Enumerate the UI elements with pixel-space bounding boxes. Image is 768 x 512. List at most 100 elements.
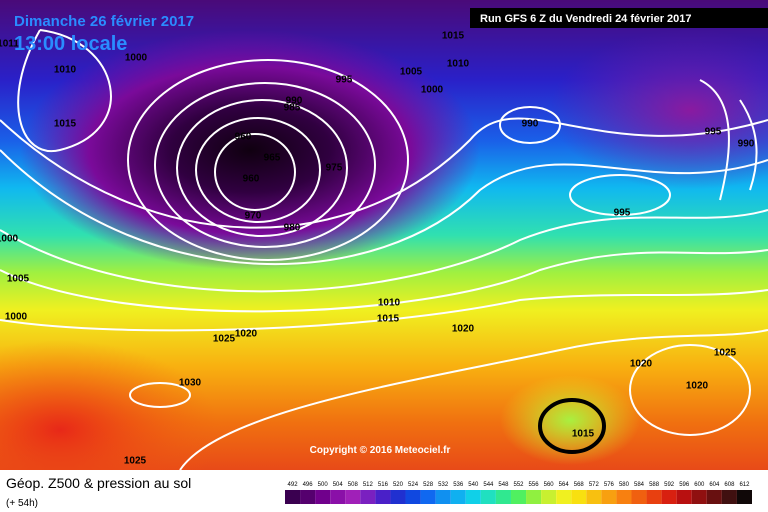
scale-tick-label: 552 bbox=[513, 482, 524, 488]
isobar-label: 1015 bbox=[54, 119, 77, 130]
isobar-label: 1000 bbox=[5, 312, 28, 323]
isobar-label: 1020 bbox=[686, 381, 709, 392]
scale-tick-label: 608 bbox=[724, 482, 735, 488]
isobar-label: 960 bbox=[235, 132, 252, 143]
scale-swatch bbox=[616, 490, 632, 504]
map-title: Dimanche 26 février 2017 bbox=[14, 13, 194, 30]
isobar-label: 970 bbox=[245, 211, 262, 222]
scale-tick-label: 576 bbox=[604, 482, 615, 488]
scale-tick-label: 504 bbox=[333, 482, 344, 488]
scale-swatch bbox=[721, 490, 737, 504]
scale-swatch bbox=[360, 490, 376, 504]
scale-tick-label: 564 bbox=[559, 482, 570, 488]
scale-swatch bbox=[450, 490, 466, 504]
scale-swatch bbox=[315, 490, 331, 504]
scale-tick-label: 556 bbox=[529, 482, 540, 488]
isobar-label: 980 bbox=[284, 223, 301, 234]
scale-swatch bbox=[405, 490, 421, 504]
legend-lead: (+ 54h) bbox=[6, 498, 38, 509]
isobar-label: 1000 bbox=[0, 234, 19, 245]
isobar-label: 975 bbox=[326, 163, 343, 174]
isobar-label: 990 bbox=[738, 139, 755, 150]
isobar-label: 995 bbox=[705, 127, 722, 138]
copyright: Copyright © 2016 Meteociel.fr bbox=[310, 445, 451, 456]
isobar-label: 1015 bbox=[572, 429, 595, 440]
scale-swatch bbox=[646, 490, 662, 504]
scale-swatch bbox=[661, 490, 677, 504]
scale-swatch bbox=[345, 490, 361, 504]
isobar-label: 995 bbox=[336, 75, 353, 86]
scale-swatch bbox=[541, 490, 557, 504]
scale-swatch bbox=[556, 490, 572, 504]
isobar-label: 965 bbox=[264, 153, 281, 164]
isobar-label: 990 bbox=[286, 96, 303, 107]
run-info: Run GFS 6 Z du Vendredi 24 février 2017 bbox=[480, 13, 692, 25]
isobar-label: 985 bbox=[284, 103, 301, 114]
scale-tick-label: 492 bbox=[288, 482, 299, 488]
scale-tick-label: 588 bbox=[649, 482, 660, 488]
scale-swatch bbox=[706, 490, 722, 504]
scale-swatch bbox=[676, 490, 692, 504]
isobar-label: 1020 bbox=[235, 329, 258, 340]
isobar-label: 1005 bbox=[400, 67, 423, 78]
scale-tick-label: 508 bbox=[348, 482, 359, 488]
scale-tick-label: 560 bbox=[544, 482, 555, 488]
scale-tick-label: 568 bbox=[574, 482, 585, 488]
scale-swatch bbox=[571, 490, 587, 504]
isobar-labels: 1015101010051000995990985960965960975970… bbox=[0, 31, 755, 467]
isobar-label: 1015 bbox=[442, 31, 465, 42]
isobar-label: 1025 bbox=[124, 456, 147, 467]
scale-tick-label: 596 bbox=[679, 482, 690, 488]
scale-tick-label: 592 bbox=[664, 482, 675, 488]
isobar-label: 1011 bbox=[0, 39, 19, 50]
isobar-label: 1025 bbox=[714, 348, 737, 359]
scale-swatch bbox=[435, 490, 451, 504]
scale-swatch bbox=[480, 490, 496, 504]
scale-swatch bbox=[465, 490, 481, 504]
scale-tick-label: 572 bbox=[589, 482, 600, 488]
isobar-label: 1010 bbox=[378, 298, 401, 309]
run-box bbox=[470, 8, 768, 28]
isobar-label: 1010 bbox=[54, 65, 77, 76]
isobar-label: 960 bbox=[243, 174, 260, 185]
scale-swatch bbox=[631, 490, 647, 504]
scale-tick-label: 604 bbox=[709, 482, 720, 488]
isobar-label: 1005 bbox=[7, 274, 30, 285]
isobar-label: 1025 bbox=[213, 334, 236, 345]
scale-swatch bbox=[285, 490, 301, 504]
scale-swatch bbox=[736, 490, 752, 504]
scale-swatch bbox=[510, 490, 527, 504]
scale-swatch bbox=[330, 490, 346, 504]
highlight-circle bbox=[538, 398, 606, 454]
isobar-label: 1010 bbox=[447, 59, 470, 70]
scale-tick-label: 584 bbox=[634, 482, 645, 488]
isobar-label: 1015 bbox=[377, 314, 400, 325]
isobar-label: 1000 bbox=[125, 53, 148, 64]
scale-swatch bbox=[526, 490, 542, 504]
isobar-label: 1020 bbox=[452, 324, 475, 335]
scale-tick-label: 512 bbox=[363, 482, 374, 488]
isobars bbox=[0, 29, 768, 471]
scale-tick-label: 612 bbox=[739, 482, 750, 488]
scale-tick-label: 548 bbox=[498, 482, 509, 488]
scale-tick-label: 500 bbox=[318, 482, 329, 488]
isobar-label: 1000 bbox=[421, 85, 444, 96]
scale-tick-label: 528 bbox=[423, 482, 434, 488]
scale-swatch bbox=[390, 490, 406, 504]
map-time: 13:00 locale bbox=[14, 33, 127, 55]
color-scale: 492 496 500 504 508 512 516 520 524 528 532 536 540 5… bbox=[285, 482, 752, 504]
scale-tick-label: 580 bbox=[619, 482, 630, 488]
scale-tick-label: 520 bbox=[393, 482, 404, 488]
scale-swatch bbox=[601, 490, 617, 504]
legend-title: Géop. Z500 & pression au sol bbox=[6, 475, 191, 491]
scale-swatch bbox=[495, 490, 511, 504]
scale-swatch bbox=[691, 490, 707, 504]
scale-tick-label: 540 bbox=[468, 482, 479, 488]
scale-tick-label: 532 bbox=[438, 482, 449, 488]
isobar-label: 1030 bbox=[179, 378, 202, 389]
scale-swatch bbox=[586, 490, 602, 504]
scale-tick-label: 544 bbox=[483, 482, 494, 488]
isobar-label: 1020 bbox=[630, 359, 653, 370]
